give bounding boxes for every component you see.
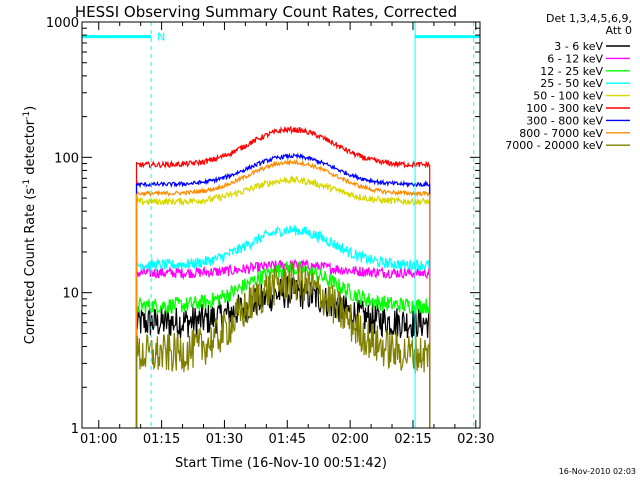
tick-layer: 01:00 01:15 01:30 01:45 02:00 02:15 02:30 1 10 10…	[46, 16, 495, 447]
legend-entry-label: 50 - 100 keV	[533, 90, 603, 103]
y-axis-label: Corrected Count Rate (s-1 detector-1)	[22, 106, 38, 344]
y-tick-label: 1000	[46, 16, 79, 31]
x-tick-label: 01:45	[269, 432, 306, 447]
x-tick-label: 02:15	[394, 432, 431, 447]
legend-entry-label: 12 - 25 keV	[540, 65, 603, 78]
y-tick-label: 1	[71, 422, 79, 437]
legend-entry-label: 7000 - 20000 keV	[505, 139, 603, 152]
series-line-5	[135, 125, 431, 428]
data-layer	[135, 125, 431, 428]
legend-header-attenuator: Att 0	[606, 24, 632, 37]
series-line-3	[135, 224, 431, 428]
x-tick-label: 01:15	[143, 432, 180, 447]
legend-entry-label: 800 - 7000 keV	[519, 127, 603, 140]
plot-frame	[81, 21, 481, 429]
legend-entry-label: 25 - 50 keV	[540, 77, 603, 90]
x-tick-label: 02:30	[457, 432, 494, 447]
series-line-8	[135, 261, 431, 428]
legend-entry-label: 100 - 300 keV	[526, 102, 603, 115]
footer-timestamp: 16-Nov-2010 02:03	[559, 467, 636, 476]
x-tick-label: 01:30	[206, 432, 243, 447]
eclipse-label: N	[157, 31, 165, 44]
series-line-4	[135, 174, 431, 428]
x-axis-label: Start Time (16-Nov-10 00:51:42)	[175, 456, 387, 471]
x-tick-label: 01:00	[80, 432, 117, 447]
legend-entry-label: 300 - 800 keV	[526, 114, 603, 127]
series-line-7	[135, 158, 431, 428]
chart-title: HESSI Observing Summary Count Rates, Cor…	[75, 3, 457, 21]
eclipse-marker-layer: N	[82, 22, 480, 428]
legend-entry-label: 3 - 6 keV	[554, 40, 603, 53]
x-tick-label: 02:00	[331, 432, 368, 447]
y-tick-label: 10	[62, 287, 79, 302]
series-line-6	[135, 152, 431, 428]
y-tick-label: 100	[54, 151, 79, 166]
legend-header-detectors: Det 1,3,4,5,6,9,	[546, 12, 632, 25]
legend-entry-label: 6 - 12 keV	[547, 52, 603, 65]
